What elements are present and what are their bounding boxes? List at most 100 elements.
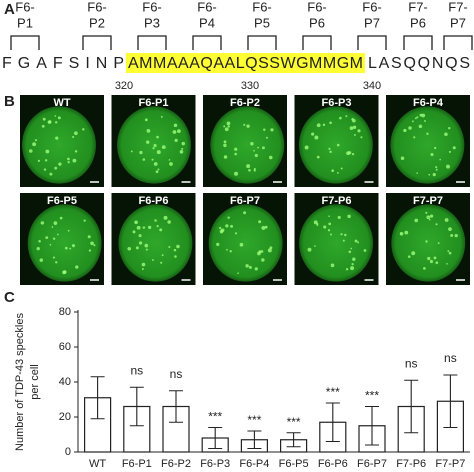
speckle [153, 162, 158, 166]
speckle [447, 250, 450, 253]
speckle [69, 247, 72, 250]
speckle [354, 133, 356, 136]
speckle [423, 267, 426, 270]
significance: *** [208, 410, 222, 424]
speckle [352, 257, 356, 261]
speckle [248, 168, 251, 172]
error-bar [169, 390, 183, 423]
speckle [57, 116, 61, 120]
speckle [157, 168, 160, 171]
nucleus [118, 204, 193, 282]
peptide-label: F6- [142, 0, 162, 14]
speckle [177, 129, 181, 133]
speckle [156, 135, 159, 139]
speckle [403, 128, 407, 133]
peptide-label: P2 [89, 15, 105, 30]
speckle [223, 140, 227, 144]
speckle [181, 141, 186, 146]
nucleus [391, 204, 466, 282]
speckle [230, 224, 234, 228]
speckle [72, 135, 75, 139]
speckle [138, 241, 143, 245]
speckle [270, 128, 274, 132]
nucleus [298, 106, 373, 184]
speckle [174, 255, 177, 258]
significance: *** [247, 413, 261, 427]
image-label: F6-P1 [139, 97, 169, 109]
speckle [39, 258, 44, 262]
speckle [416, 116, 419, 119]
speckle [37, 159, 40, 163]
position: 320 [115, 80, 133, 92]
peptide-label: F7- [408, 0, 428, 14]
speckle [311, 132, 315, 136]
image-label: F6-P5 [47, 195, 77, 207]
speckle [72, 158, 77, 163]
error-bar [443, 374, 458, 429]
speckle [425, 211, 428, 214]
speckle [444, 132, 448, 137]
speckle [74, 150, 78, 153]
speckle [134, 220, 138, 225]
x-tick-label: F6-P7 [357, 458, 387, 470]
speckle [413, 136, 416, 139]
bracket [247, 35, 277, 50]
speckle [407, 255, 411, 258]
speckle [48, 120, 52, 124]
speckle [269, 246, 273, 250]
speckle [414, 117, 417, 120]
sequence: FGAFSINP [2, 55, 124, 72]
image-label: F6-P6 [139, 195, 169, 207]
speckle [336, 171, 339, 174]
speckle [435, 261, 439, 265]
speckle [437, 242, 440, 244]
speckle [223, 155, 228, 159]
speckle [408, 126, 412, 130]
sequence-highlight: AMMAAAQAALQSSWGMMGM [128, 55, 363, 72]
speckle [448, 227, 452, 232]
speckle [327, 229, 331, 232]
speckle [135, 246, 139, 250]
speckle [435, 166, 438, 169]
speckle [416, 172, 418, 174]
speckle [331, 169, 334, 173]
speckle [237, 272, 239, 275]
speckle [153, 144, 157, 148]
speckle [224, 127, 229, 132]
peptide-label: F6- [15, 0, 35, 14]
speckle [62, 270, 66, 275]
image-label: F6-P2 [230, 97, 260, 109]
speckle [314, 135, 319, 140]
speckle [161, 254, 164, 257]
speckle [163, 215, 168, 220]
speckle [234, 171, 239, 176]
error-bar [325, 402, 340, 443]
speckle [314, 245, 316, 247]
image-label: F6-P4 [413, 97, 444, 109]
speckle [127, 246, 132, 251]
speckle [351, 262, 354, 266]
speckle [234, 232, 238, 235]
speckle [151, 259, 154, 261]
speckle [146, 129, 151, 133]
speckle [248, 265, 252, 269]
speckle [169, 162, 173, 166]
image-label: F6-P7 [230, 195, 260, 207]
speckle [218, 226, 222, 230]
bracket [10, 35, 40, 50]
speckle [316, 123, 321, 128]
speckle [260, 250, 264, 253]
panel-label: B [4, 93, 15, 110]
speckle [167, 220, 171, 224]
speckle [93, 244, 96, 247]
speckle [432, 172, 436, 177]
speckle [429, 214, 434, 218]
speckle [323, 225, 327, 229]
peptide-label: P6 [410, 15, 426, 30]
speckle [227, 125, 230, 128]
position: 330 [241, 80, 259, 92]
speckle [172, 130, 177, 134]
peptide-label: F6- [252, 0, 272, 14]
speckle [357, 129, 361, 133]
speckle [52, 237, 56, 240]
